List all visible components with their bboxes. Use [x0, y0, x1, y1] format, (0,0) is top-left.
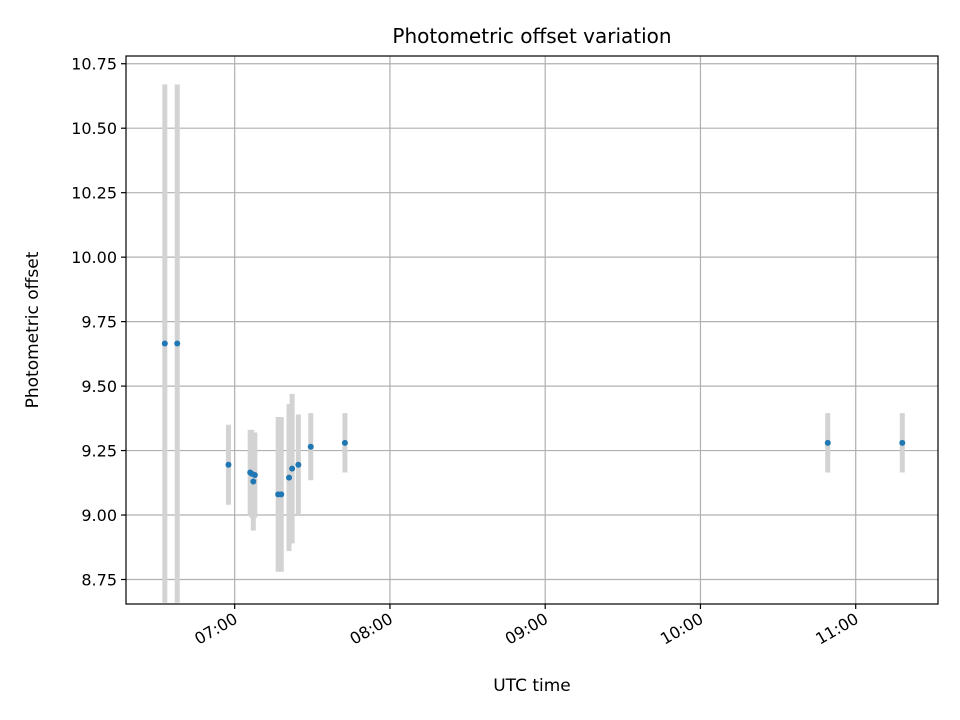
x-tick-label: 11:00: [812, 609, 861, 649]
x-tick-label: 07:00: [191, 609, 240, 649]
x-axis-ticks: 07:00 08:00 09:00 10:00 11:00: [191, 604, 862, 649]
y-tick-label: 9.25: [81, 442, 117, 461]
data-point: [341, 439, 348, 446]
y-tick-label: 10.50: [71, 119, 117, 138]
grid-lines: [126, 56, 938, 604]
y-axis-label: Photometric offset: [23, 251, 43, 408]
data-point: [250, 478, 257, 485]
data-point: [174, 340, 181, 347]
y-tick-label: 8.75: [81, 571, 117, 590]
data-point: [251, 472, 258, 479]
data-point: [278, 491, 285, 498]
y-tick-label: 10.25: [71, 184, 117, 203]
data-point: [289, 465, 296, 472]
chart-title: Photometric offset variation: [392, 24, 671, 48]
y-tick-label: 9.75: [81, 313, 117, 332]
x-tick-label: 08:00: [347, 609, 396, 649]
x-tick-label: 09:00: [502, 609, 551, 649]
data-point: [225, 461, 232, 468]
y-tick-label: 9.00: [81, 506, 117, 525]
y-axis-ticks: 8.75 9.00 9.25 9.50 9.75 10.00 10.25 10.50 10.75: [71, 55, 126, 590]
data-point: [161, 340, 168, 347]
plot-frame: [125, 55, 939, 605]
y-tick-label: 10.75: [71, 55, 117, 74]
data-point: [295, 461, 302, 468]
x-tick-label: 10:00: [657, 609, 706, 649]
data-points: [161, 340, 906, 498]
y-tick-label: 10.00: [71, 248, 117, 267]
data-point: [307, 443, 314, 450]
data-point: [899, 439, 906, 446]
y-tick-label: 9.50: [81, 377, 117, 396]
data-point: [286, 474, 293, 481]
x-axis-label: UTC time: [493, 676, 571, 696]
data-point: [824, 439, 831, 446]
error-bars: [162, 84, 905, 603]
